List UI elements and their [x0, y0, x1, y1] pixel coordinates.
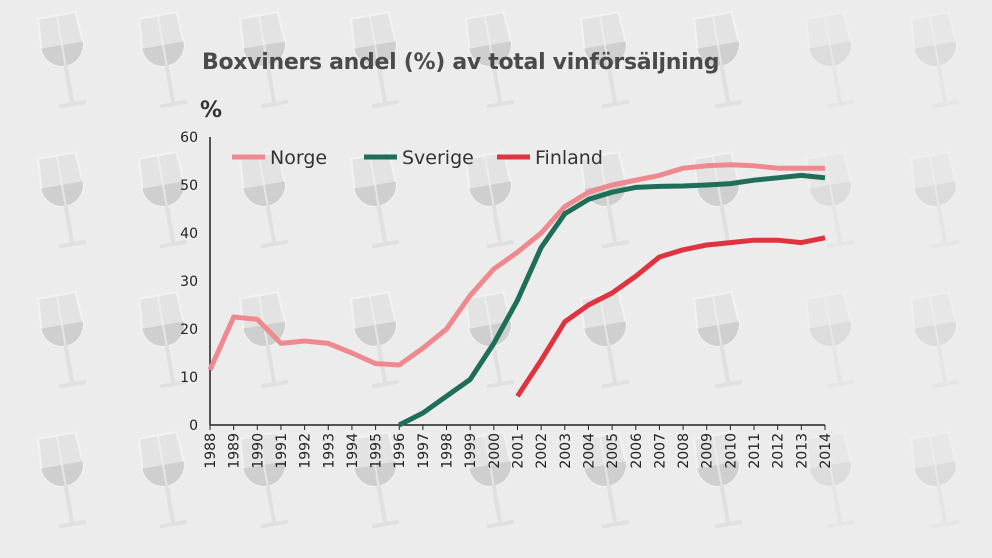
y-tick-label: 10: [180, 370, 198, 386]
wine-glass-icon: [464, 11, 515, 109]
series-line-finland: [515, 235, 826, 398]
wine-glass-icon: [349, 431, 400, 529]
x-tick-label: 2001: [511, 433, 527, 469]
y-tick-label: 0: [189, 418, 198, 434]
y-axis-unit-label: %: [200, 98, 223, 123]
y-tick-label: 60: [180, 130, 198, 146]
x-tick-label: 1991: [274, 433, 290, 469]
x-tick-label: 1988: [203, 433, 219, 469]
axes: 0 10 20 30 40 50 60 1988 1989 1990 1991 1992 1993 199…: [180, 130, 834, 469]
y-tick-label: 20: [180, 322, 198, 338]
wine-glass-icon: [238, 11, 289, 109]
series-line-norge: [207, 162, 825, 371]
x-tick-label: 2002: [534, 433, 550, 469]
wine-glass-icon: [349, 151, 400, 249]
x-tick-label: 2006: [629, 433, 645, 469]
wine-glass-icon: [238, 431, 289, 529]
wine-glass-icon: [349, 11, 400, 109]
wine-glass-icon: [137, 291, 188, 389]
legend-label-sverige: Sverige: [402, 147, 474, 169]
wine-glass-icon: [464, 291, 515, 389]
x-tick-label: 2004: [581, 433, 597, 469]
x-tick-label: 2003: [558, 433, 574, 469]
wine-glass-icon: [36, 11, 87, 109]
x-tick-label: 1995: [369, 433, 385, 469]
wine-glass-icon: [909, 151, 960, 249]
x-tick-label: 2008: [676, 433, 692, 469]
wine-glass-icon: [579, 431, 630, 529]
x-tick-label: 2010: [723, 433, 739, 469]
wine-glass-icon: [909, 11, 960, 109]
y-tick-label: 50: [180, 178, 198, 194]
wine-glass-icon: [137, 11, 188, 109]
wine-glass-icon: [692, 291, 743, 389]
y-tick-label: 40: [180, 226, 198, 242]
x-tick-label: 1992: [298, 433, 314, 469]
wine-glass-icon: [692, 11, 743, 109]
wine-glass-icon: [464, 431, 515, 529]
x-tick-label: 1993: [321, 433, 337, 469]
series-line-sverige: [398, 172, 826, 428]
wine-glass-icon: [137, 431, 188, 529]
x-tick-label: 2011: [747, 433, 763, 469]
x-tick-label: 2014: [818, 433, 834, 469]
series-lines: [207, 162, 826, 428]
wine-glass-icon: [36, 291, 87, 389]
x-tick-label: 2005: [605, 433, 621, 469]
legend: Norge Sverige Finland: [232, 147, 603, 169]
y-tick-label: 30: [180, 274, 198, 290]
wine-glass-icon: [36, 151, 87, 249]
x-tick-label: 1998: [440, 433, 456, 469]
x-tick-label: 2009: [700, 433, 716, 469]
legend-label-norge: Norge: [270, 147, 327, 169]
wine-glass-icon: [804, 11, 855, 109]
x-tick-label: 1990: [250, 433, 266, 469]
x-tick-label: 1996: [392, 433, 408, 469]
wine-glass-icon: [238, 151, 289, 249]
wine-glass-icon: [579, 11, 630, 109]
wine-glass-icon: [909, 291, 960, 389]
x-tick-label: 1997: [416, 433, 432, 469]
wine-glass-icon: [804, 291, 855, 389]
wine-glass-icon: [804, 151, 855, 249]
wine-glass-icon: [349, 291, 400, 389]
x-tick-label: 2013: [794, 433, 810, 469]
wine-glass-icon: [692, 431, 743, 529]
x-tick-label: 2007: [652, 433, 668, 469]
wine-glass-icon: [464, 151, 515, 249]
x-tick-label: 1999: [463, 433, 479, 469]
wine-glass-icon: [36, 431, 87, 529]
chart-title: Boxviners andel (%) av total vinförsäljn…: [202, 50, 720, 75]
x-tick-label: 2000: [487, 433, 503, 469]
wine-glass-icon: [137, 151, 188, 249]
wine-glass-icon: [804, 431, 855, 529]
wine-glass-icon: [909, 431, 960, 529]
x-tick-label: 2012: [771, 433, 787, 469]
legend-label-finland: Finland: [535, 147, 603, 169]
x-tick-label: 1989: [227, 433, 243, 469]
x-tick-label: 1994: [345, 433, 361, 469]
